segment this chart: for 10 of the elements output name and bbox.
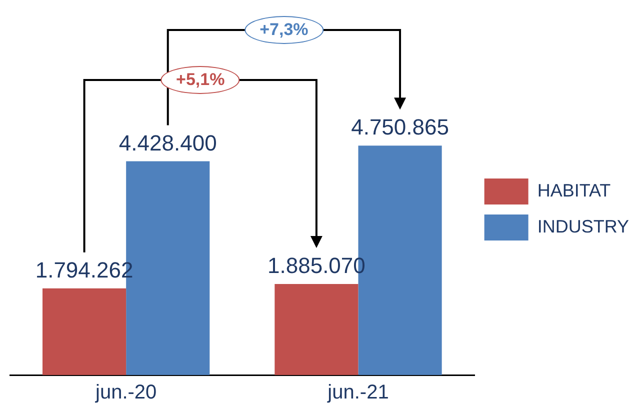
- text: +7,3%: [244, 16, 324, 44]
- data-label: 4.750.865: [351, 114, 449, 140]
- text: +5,1%: [161, 66, 240, 94]
- legend-label: HABITAT: [537, 180, 611, 200]
- x-tick-label: jun.-21: [326, 382, 389, 404]
- bar: [42, 288, 126, 375]
- legend-label: INDUSTRY: [537, 216, 630, 236]
- data-label: 4.428.400: [118, 130, 217, 156]
- x-tick-label: jun.-20: [94, 382, 157, 404]
- bar: [274, 284, 358, 375]
